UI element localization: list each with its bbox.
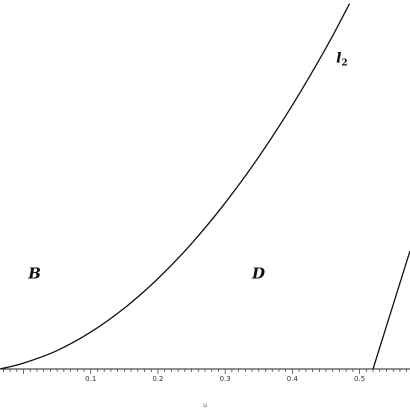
curve-label-subscript: 2 (341, 59, 347, 69)
series-line-1 (0, 3, 351, 370)
x-tick-label: 0.1 (85, 375, 96, 383)
region-label-d: D (251, 265, 265, 283)
series-layer (0, 3, 410, 370)
x-tick-label: 0.3 (220, 375, 231, 383)
tick-layer: 0.1 0.2 0.3 0.4 0.5 (3, 369, 407, 383)
x-tick-label: 0.4 (287, 375, 299, 383)
region-label-b: B (27, 265, 41, 283)
curve-label: l2 (336, 51, 348, 69)
x-tick-label: 0.5 (354, 375, 365, 383)
series-line-2 (372, 250, 410, 370)
x-tick-label: 0.2 (152, 375, 163, 383)
label-layer: B Dl2 (27, 51, 347, 283)
x-axis-title: u (203, 402, 207, 409)
